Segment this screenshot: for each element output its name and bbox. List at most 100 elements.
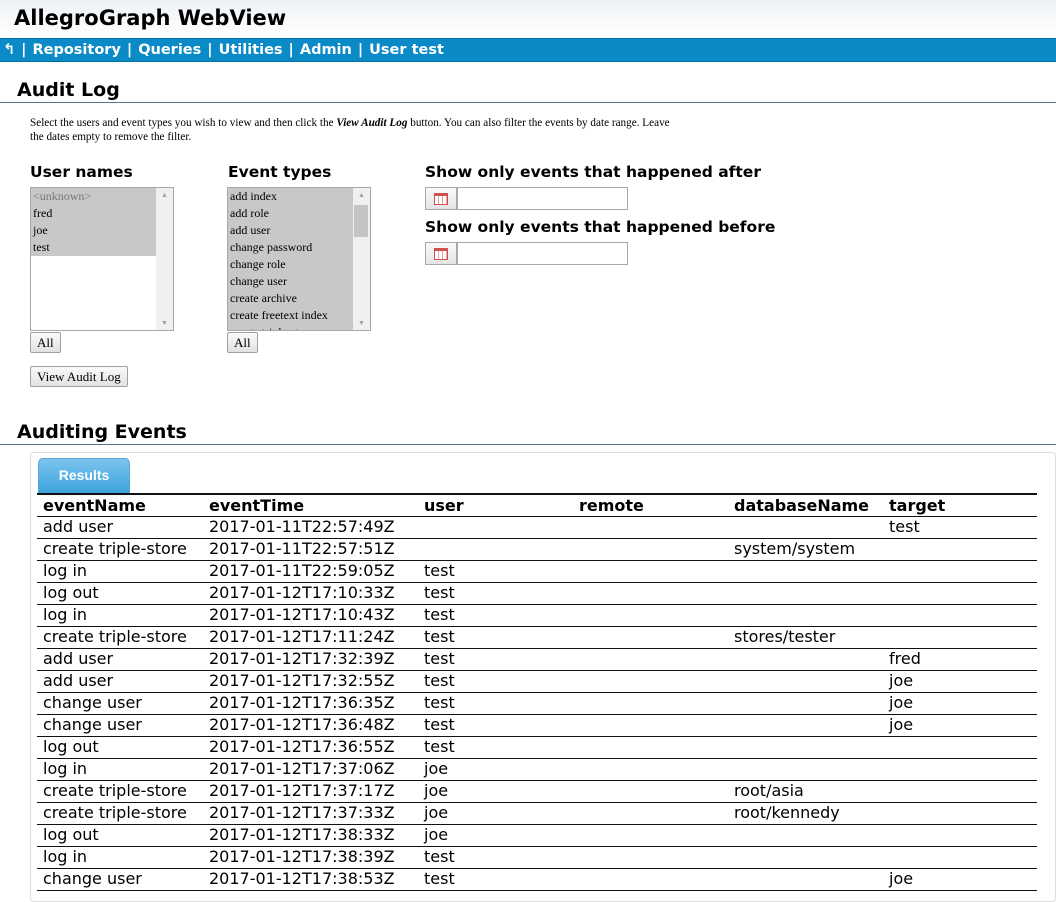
event-option[interactable]: add index — [228, 188, 354, 205]
cell-databaseName: root/asia — [728, 780, 883, 803]
cell-target — [883, 560, 1037, 583]
cell-remote — [573, 714, 728, 737]
cell-target — [883, 538, 1037, 561]
table-row: log out 2017-01-12T17:38:33Z joe — [37, 824, 1037, 847]
user-option[interactable]: fred — [31, 205, 157, 222]
cell-target: joe — [883, 714, 1037, 737]
user-option[interactable]: joe — [31, 222, 157, 239]
cell-remote — [573, 824, 728, 847]
scrollbar[interactable]: ▲ ▼ — [156, 188, 173, 330]
after-date-input[interactable] — [457, 187, 628, 210]
cell-user: test — [418, 648, 573, 671]
nav-user[interactable]: User test — [369, 42, 444, 58]
all-events-button[interactable]: All — [227, 332, 258, 353]
cell-remote — [573, 670, 728, 693]
table-row: log in 2017-01-12T17:37:06Z joe — [37, 758, 1037, 781]
cell-eventTime: 2017-01-12T17:37:06Z — [203, 758, 418, 781]
cell-eventName: create triple-store — [37, 780, 203, 803]
event-option[interactable]: create triple-store — [228, 324, 354, 330]
cell-user: test — [418, 604, 573, 627]
events-table: eventName eventTime user remote databaseName… — [37, 493, 1037, 891]
cell-remote — [573, 868, 728, 891]
cell-eventTime: 2017-01-12T17:10:33Z — [203, 582, 418, 605]
cell-eventTime: 2017-01-12T17:37:33Z — [203, 802, 418, 825]
column-header-target[interactable]: target — [883, 493, 1037, 517]
cell-target — [883, 604, 1037, 627]
cell-user: test — [418, 846, 573, 869]
cell-remote — [573, 582, 728, 605]
column-header-user[interactable]: user — [418, 493, 573, 517]
cell-eventName: change user — [37, 714, 203, 737]
nav-repository[interactable]: Repository — [32, 42, 121, 58]
all-users-button[interactable]: All — [30, 332, 61, 353]
cell-target — [883, 736, 1037, 759]
table-row: create triple-store 2017-01-12T17:37:33Z j… — [37, 802, 1037, 825]
cell-user: joe — [418, 758, 573, 781]
cell-eventName: log out — [37, 824, 203, 847]
user-option[interactable]: test — [31, 239, 157, 256]
tab-results[interactable]: Results — [38, 458, 130, 493]
column-header-remote[interactable]: remote — [573, 493, 728, 517]
cell-databaseName: system/system — [728, 538, 883, 561]
cell-eventName: log out — [37, 582, 203, 605]
table-row: add user 2017-01-12T17:32:55Z test joe — [37, 670, 1037, 693]
cell-eventTime: 2017-01-12T17:36:48Z — [203, 714, 418, 737]
table-row: create triple-store 2017-01-12T17:11:24Z t… — [37, 626, 1037, 649]
event-option[interactable]: add role — [228, 205, 354, 222]
column-header-databaseName[interactable]: databaseName — [728, 493, 883, 517]
cell-databaseName — [728, 670, 883, 693]
cell-eventName: log out — [37, 736, 203, 759]
calendar-icon[interactable] — [425, 187, 457, 210]
cell-eventName: change user — [37, 692, 203, 715]
table-row: log in 2017-01-11T22:59:05Z test — [37, 560, 1037, 583]
back-icon[interactable]: ↰ — [3, 42, 16, 58]
cell-eventName: create triple-store — [37, 538, 203, 561]
cell-databaseName — [728, 582, 883, 605]
cell-remote — [573, 758, 728, 781]
table-row: log in 2017-01-12T17:10:43Z test — [37, 604, 1037, 627]
cell-target: joe — [883, 868, 1037, 891]
calendar-icon[interactable] — [425, 242, 457, 265]
cell-databaseName — [728, 714, 883, 737]
before-date-input[interactable] — [457, 242, 628, 265]
column-header-eventName[interactable]: eventName — [37, 493, 203, 517]
scrollbar[interactable]: ▲ ▼ — [353, 188, 370, 330]
table-row: create triple-store 2017-01-12T17:37:17Z j… — [37, 780, 1037, 803]
cell-eventTime: 2017-01-12T17:38:53Z — [203, 868, 418, 891]
view-audit-log-button[interactable]: View Audit Log — [30, 366, 128, 387]
cell-eventTime: 2017-01-12T17:32:55Z — [203, 670, 418, 693]
cell-remote — [573, 780, 728, 803]
cell-eventTime: 2017-01-12T17:36:35Z — [203, 692, 418, 715]
cell-remote — [573, 692, 728, 715]
cell-user: test — [418, 626, 573, 649]
before-label: Show only events that happened before — [425, 218, 776, 236]
table-row: change user 2017-01-12T17:36:48Z test joe — [37, 714, 1037, 737]
user-option[interactable]: <unknown> — [31, 188, 157, 205]
cell-user — [418, 516, 573, 539]
cell-eventName: log in — [37, 560, 203, 583]
column-header-eventTime[interactable]: eventTime — [203, 493, 418, 517]
event-option[interactable]: create archive — [228, 290, 354, 307]
event-option[interactable]: change role — [228, 256, 354, 273]
event-option[interactable]: add user — [228, 222, 354, 239]
user-names-listbox[interactable]: ▲ ▼ <unknown> fred joe test — [30, 187, 174, 331]
cell-user: joe — [418, 802, 573, 825]
cell-user: test — [418, 670, 573, 693]
event-option[interactable]: create freetext index — [228, 307, 354, 324]
cell-eventTime: 2017-01-12T17:32:39Z — [203, 648, 418, 671]
cell-user: test — [418, 560, 573, 583]
event-types-listbox[interactable]: ▲ ▼ add index add role add user change passw… — [227, 187, 371, 331]
cell-target: joe — [883, 670, 1037, 693]
event-option[interactable]: change user — [228, 273, 354, 290]
table-row: log out 2017-01-12T17:10:33Z test — [37, 582, 1037, 605]
cell-eventTime: 2017-01-12T17:10:43Z — [203, 604, 418, 627]
nav-admin[interactable]: Admin — [299, 42, 352, 58]
nav-utilities[interactable]: Utilities — [218, 42, 283, 58]
cell-eventTime: 2017-01-12T17:36:55Z — [203, 736, 418, 759]
nav-queries[interactable]: Queries — [138, 42, 202, 58]
event-option[interactable]: change password — [228, 239, 354, 256]
cell-eventName: create triple-store — [37, 626, 203, 649]
table-row: create triple-store 2017-01-11T22:57:51Z s… — [37, 538, 1037, 561]
cell-databaseName — [728, 824, 883, 847]
cell-eventName: log in — [37, 604, 203, 627]
